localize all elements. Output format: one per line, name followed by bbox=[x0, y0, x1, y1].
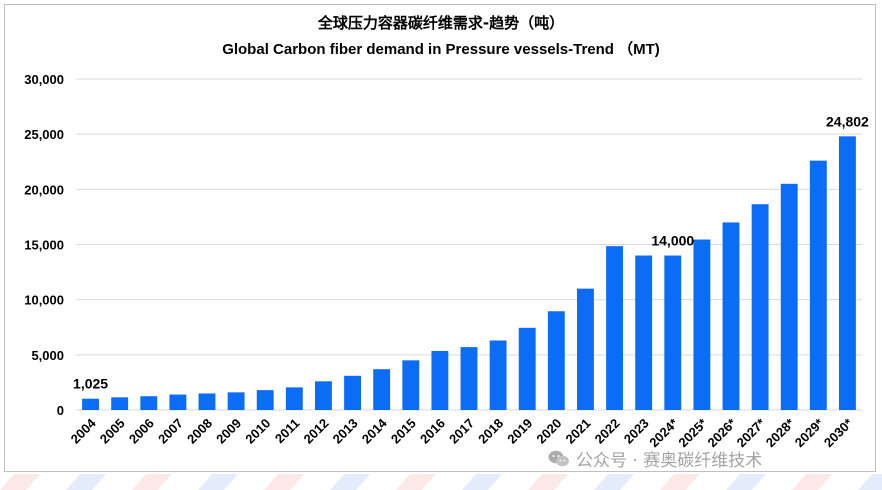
bar-2026-proj bbox=[722, 222, 740, 410]
bar-2025-proj bbox=[693, 239, 711, 410]
bar-2019 bbox=[518, 327, 536, 410]
bar-2024-proj bbox=[664, 255, 682, 410]
y-tick-label: 15,000 bbox=[24, 238, 64, 253]
y-tick-label: 10,000 bbox=[24, 293, 64, 308]
x-tick-label: 2008 bbox=[184, 416, 215, 447]
y-axis-ticks: 0 5,000 10,000 15,000 20,000 25,000 30,000 bbox=[24, 72, 64, 418]
x-tick-label: 2010 bbox=[242, 416, 273, 447]
x-tick-label: 2017 bbox=[446, 416, 477, 447]
bar-2007 bbox=[169, 394, 187, 410]
bar-2006 bbox=[140, 396, 158, 410]
watermark: 公众号 · 赛奥碳纤维技术 bbox=[548, 446, 762, 471]
bar-2016 bbox=[431, 350, 449, 410]
data-labels: 1,025 14,000 24,802 bbox=[73, 113, 869, 391]
bar-2020 bbox=[547, 311, 565, 410]
y-tick-label: 30,000 bbox=[24, 72, 64, 87]
x-tick-label: 2027* bbox=[734, 415, 769, 450]
bar-2028-proj bbox=[780, 183, 798, 410]
y-tick-label: 25,000 bbox=[24, 127, 64, 142]
bar-2010 bbox=[256, 390, 274, 410]
chart-title: 全球压力容器碳纤维需求-趋势（吨） bbox=[317, 14, 565, 32]
bar-2021 bbox=[577, 288, 594, 410]
bar-2023 bbox=[635, 255, 653, 410]
data-label: 1,025 bbox=[73, 376, 108, 392]
x-tick-label: 2004 bbox=[68, 415, 100, 447]
bar-2030-proj bbox=[839, 136, 856, 411]
x-tick-label: 2025* bbox=[675, 415, 710, 450]
chart-subtitle: Global Carbon fiber demand in Pressure v… bbox=[222, 41, 660, 58]
x-tick-label: 2006 bbox=[126, 416, 157, 447]
x-axis-ticks: 2004200520062007200820092010201120122013… bbox=[68, 415, 857, 450]
x-tick-label: 2021 bbox=[563, 416, 594, 447]
bar-2012 bbox=[315, 381, 332, 410]
data-label: 14,000 bbox=[651, 233, 694, 249]
x-tick-label: 2014 bbox=[359, 415, 391, 447]
x-tick-label: 2023 bbox=[621, 416, 652, 447]
x-tick-label: 2030* bbox=[821, 415, 856, 450]
bar-2017 bbox=[460, 347, 478, 410]
x-tick-label: 2020 bbox=[533, 416, 564, 447]
decorative-stripe bbox=[0, 474, 882, 490]
data-label: 24,802 bbox=[826, 113, 869, 129]
x-tick-label: 2013 bbox=[330, 416, 361, 447]
bar-2008 bbox=[198, 393, 216, 410]
bar-2018 bbox=[489, 340, 507, 410]
x-tick-label: 2018 bbox=[475, 416, 506, 447]
x-tick-label: 2007 bbox=[155, 416, 186, 447]
bar-2022 bbox=[606, 246, 623, 410]
bar-2029-proj bbox=[809, 160, 827, 410]
x-tick-label: 2005 bbox=[97, 416, 128, 447]
bar-2027-proj bbox=[751, 204, 769, 410]
y-tick-label: 0 bbox=[57, 403, 64, 418]
x-tick-label: 2029* bbox=[792, 415, 827, 450]
x-tick-label: 2026* bbox=[704, 415, 739, 450]
x-tick-label: 2016 bbox=[417, 416, 448, 447]
watermark-text: 公众号 · 赛奥碳纤维技术 bbox=[576, 451, 763, 471]
y-tick-label: 5,000 bbox=[31, 348, 64, 363]
y-tick-label: 20,000 bbox=[24, 182, 64, 197]
x-tick-label: 2011 bbox=[272, 416, 303, 447]
bars bbox=[82, 136, 856, 411]
x-tick-label: 2012 bbox=[301, 416, 332, 447]
bar-2009 bbox=[227, 392, 245, 410]
x-tick-label: 2015 bbox=[388, 416, 419, 447]
x-tick-label: 2024* bbox=[646, 415, 681, 450]
bar-2011 bbox=[285, 387, 303, 410]
x-tick-label: 2019 bbox=[504, 416, 535, 447]
x-tick-label: 2022 bbox=[592, 416, 623, 447]
wechat-icon bbox=[548, 450, 569, 466]
x-tick-label: 2028* bbox=[763, 415, 798, 450]
bar-2014 bbox=[373, 369, 391, 410]
bar-2005 bbox=[111, 397, 129, 410]
bar-2015 bbox=[402, 360, 420, 410]
bar-2004 bbox=[82, 398, 99, 410]
x-tick-label: 2009 bbox=[213, 416, 244, 447]
bar-2013 bbox=[344, 375, 361, 410]
